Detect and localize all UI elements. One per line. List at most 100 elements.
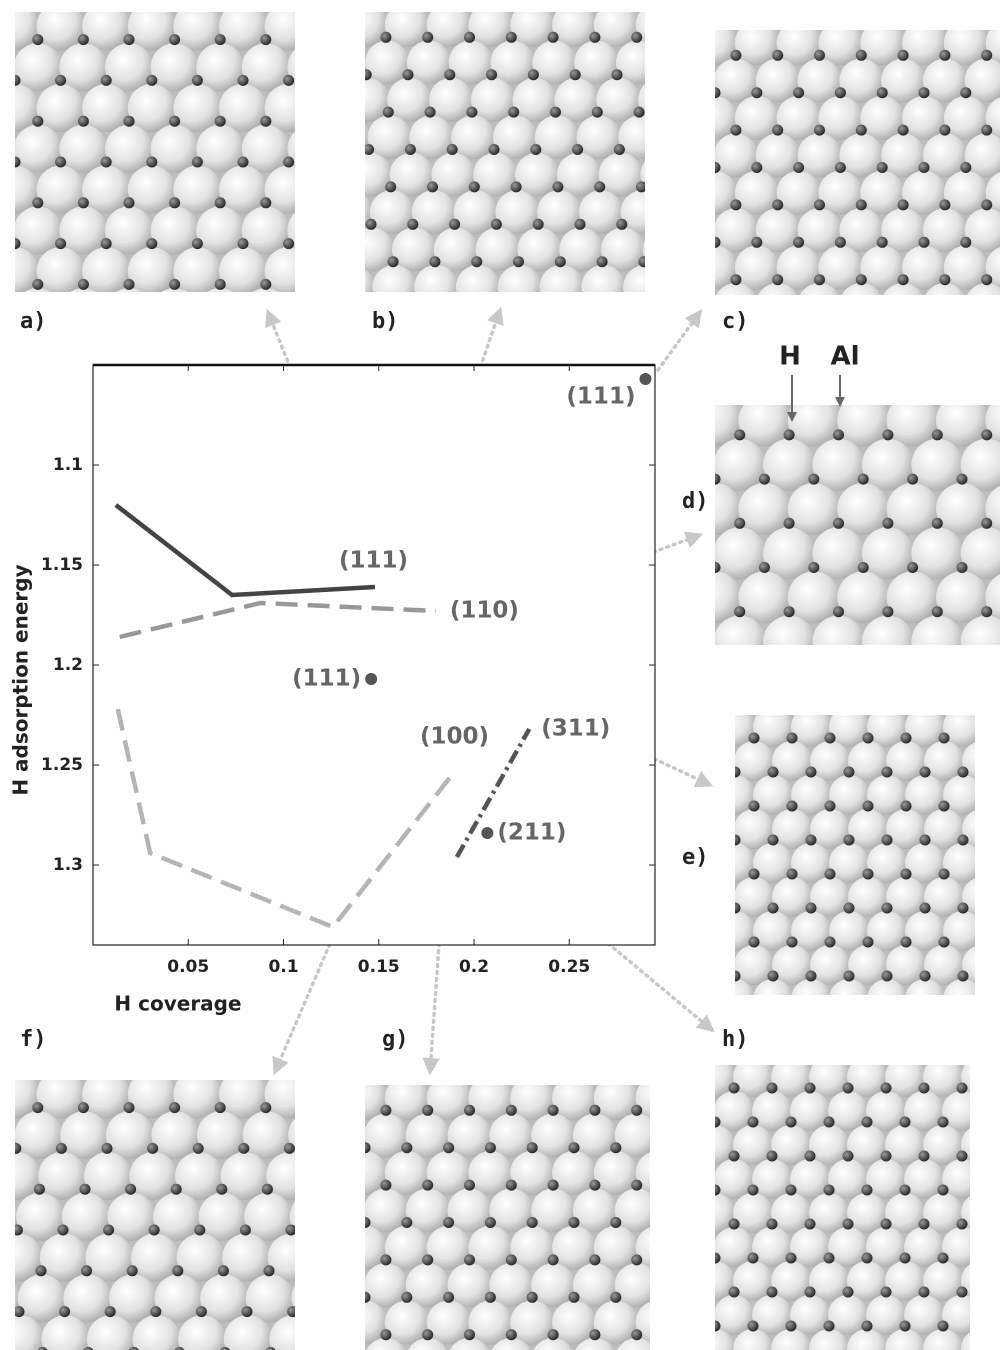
h-atom [981, 274, 993, 286]
h-atom [330, 1143, 341, 1154]
al-atom [623, 265, 645, 292]
structure [15, 1080, 341, 1350]
al-atom [369, 190, 414, 235]
h-atom [505, 1254, 517, 1266]
h-atom [825, 1005, 836, 1016]
al-atom [131, 1233, 179, 1282]
al-atom [716, 283, 756, 295]
h-atom [508, 106, 520, 118]
al-atom [615, 1039, 659, 1083]
al-atom [735, 754, 736, 768]
al-atom [771, 1193, 811, 1233]
h-atom [493, 294, 504, 305]
h-atom [554, 256, 566, 268]
h-atom [633, 106, 645, 118]
al-atom [809, 1261, 849, 1301]
h-atom [862, 732, 874, 744]
al-atom [436, 302, 480, 346]
al-atom [173, 1080, 222, 1119]
h-atom [786, 936, 798, 948]
h-atom [125, 1183, 137, 1195]
h-atom [793, 12, 804, 23]
h-atom [510, 181, 522, 193]
h-atom [15, 156, 21, 168]
al-atom [733, 1261, 773, 1301]
h-atom [857, 473, 869, 485]
al-atom [150, 124, 199, 173]
h-atom [238, 1142, 250, 1154]
h-atom [996, 903, 1003, 914]
h-atom [956, 562, 968, 573]
al-atom [576, 115, 621, 160]
h-atom [569, 1067, 580, 1078]
h-atom [881, 766, 893, 778]
al-atom [911, 350, 963, 402]
h-atom [57, 1224, 69, 1236]
h-atom [843, 970, 855, 982]
al-atom [828, 1227, 868, 1267]
al-atom [942, 1227, 970, 1267]
h-atom [939, 199, 951, 211]
h-atom [956, 1286, 968, 1298]
h-atom [488, 144, 500, 155]
h-atom [957, 970, 969, 982]
h-atom [785, 1320, 797, 1332]
al-atom [925, 283, 965, 295]
h-atom [918, 1150, 930, 1162]
al-atom [581, 265, 626, 292]
al-atom [196, 124, 245, 173]
h-atom [814, 49, 825, 61]
h-atom [728, 1082, 740, 1094]
h-atom [443, 1291, 455, 1303]
series-line [114, 503, 376, 598]
h-atom [730, 49, 742, 61]
al-atom [515, 152, 559, 197]
al-atom [539, 265, 584, 292]
al-atom [885, 1125, 925, 1165]
al-atom [384, 12, 429, 48]
h-atom [547, 1179, 559, 1191]
al-atom [593, 1085, 638, 1121]
al-atom [810, 741, 850, 781]
h-atom [956, 1082, 968, 1094]
h-atom [900, 868, 912, 880]
h-atom [146, 74, 158, 86]
al-atom [59, 206, 108, 255]
al-atom [289, 1201, 295, 1232]
al-atom [689, 660, 741, 712]
al-atom [572, 1263, 617, 1308]
al-atom [534, 115, 579, 160]
al-atom [962, 673, 1002, 713]
h-atom [339, 32, 350, 43]
h-atom [32, 197, 44, 209]
h-atom [568, 1217, 580, 1228]
h-atom [547, 31, 559, 43]
al-atom [36, 12, 85, 51]
y-axis-label: H adsorption energy [9, 564, 33, 795]
h-atom [468, 181, 480, 193]
al-atom [923, 0, 967, 28]
al-atom [15, 59, 17, 75]
al-atom [715, 133, 758, 178]
h-atom [805, 902, 817, 914]
al-atom [531, 1113, 576, 1158]
al-atom [665, 265, 709, 309]
al-atom [127, 84, 176, 132]
al-atom [943, 245, 988, 290]
al-atom [657, 1039, 701, 1083]
al-atom [82, 1080, 131, 1119]
al-atom [219, 12, 267, 51]
h-atom [260, 34, 272, 46]
series-line [115, 708, 457, 930]
al-atom [129, 1152, 178, 1200]
h-atom [976, 1049, 987, 1060]
al-atom [715, 1261, 735, 1301]
al-atom [980, 1023, 1003, 1063]
h-atom [759, 385, 770, 396]
al-atom [83, 1152, 132, 1200]
h-atom [673, 1105, 684, 1116]
h-atom [123, 1102, 135, 1114]
al-atom [220, 1152, 269, 1200]
al-atom [936, 660, 988, 712]
al-atom [797, 208, 842, 253]
